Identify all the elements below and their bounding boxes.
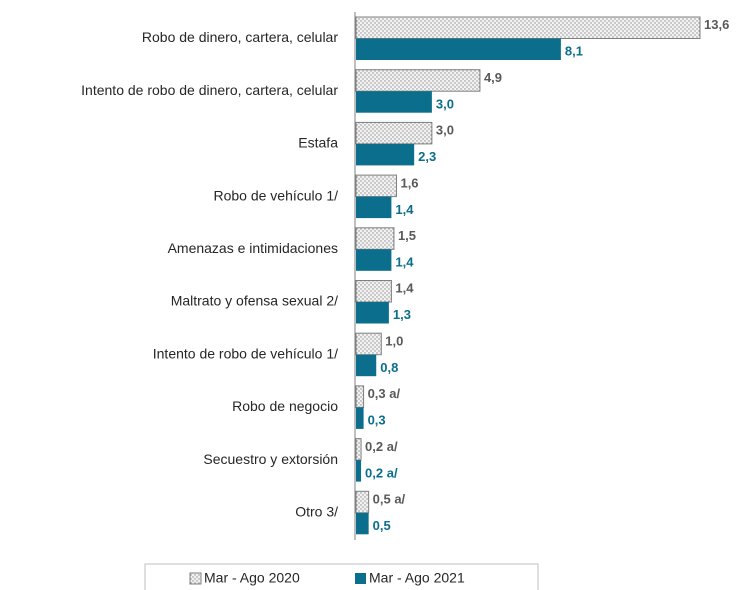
category-label: Robo de negocio [232, 398, 338, 414]
category-label: Otro 3/ [295, 504, 338, 520]
bar [355, 174, 397, 198]
legend-swatch [189, 572, 202, 585]
bar [355, 121, 433, 145]
value-label: 0,2 a/ [365, 439, 398, 454]
bar [356, 91, 432, 113]
bar [355, 16, 701, 39]
value-label: 2,3 [418, 149, 436, 164]
value-label: 1,3 [393, 307, 411, 322]
legend-label: Mar - Ago 2021 [369, 570, 465, 586]
value-label: 1,4 [395, 281, 414, 296]
bar [356, 512, 369, 535]
category-label: Estafa [298, 135, 338, 151]
value-label: 8,1 [565, 44, 583, 59]
value-label: 3,0 [436, 123, 454, 138]
bar [355, 69, 481, 92]
bar [355, 280, 392, 303]
category-label: Maltrato y ofensa sexual 2/ [171, 293, 338, 309]
value-label: 0,5 [373, 518, 391, 533]
category-label: Intento de robo de vehículo 1/ [153, 345, 338, 361]
category-label: Intento de robo de dinero, cartera, celu… [81, 82, 338, 98]
category-label: Amenazas e intimidaciones [168, 240, 338, 256]
category-label: Robo de dinero, cartera, celular [142, 29, 338, 45]
value-label: 1,4 [395, 202, 414, 217]
value-label: 1,5 [398, 228, 416, 243]
value-label: 0,3 [368, 413, 386, 428]
legend-swatch [355, 573, 366, 584]
category-label: Secuestro y extorsión [203, 451, 338, 467]
value-label: 0,5 a/ [373, 491, 406, 506]
bar [356, 249, 392, 271]
bar [356, 143, 415, 166]
value-label: 0,2 a/ [365, 465, 398, 480]
value-label: 4,9 [484, 70, 502, 85]
value-label: 1,0 [385, 333, 403, 348]
bar [355, 438, 362, 461]
legend-label: Mar - Ago 2020 [204, 570, 300, 586]
bar [355, 385, 365, 408]
bar [356, 407, 364, 429]
value-label: 1,4 [395, 254, 414, 269]
value-label: 13,6 [704, 17, 729, 32]
category-label: Robo de vehículo 1/ [213, 187, 338, 203]
value-label: 1,6 [400, 175, 418, 190]
bar [355, 227, 395, 250]
bar [356, 196, 392, 219]
value-label: 0,8 [380, 360, 398, 375]
bar [355, 332, 382, 356]
bar [356, 38, 561, 60]
value-label: 3,0 [436, 96, 454, 111]
value-label: 0,3 a/ [368, 386, 401, 401]
bar [356, 302, 389, 324]
bar [356, 354, 377, 377]
bar [356, 460, 362, 482]
bar [355, 490, 370, 514]
legend-box [144, 563, 539, 590]
